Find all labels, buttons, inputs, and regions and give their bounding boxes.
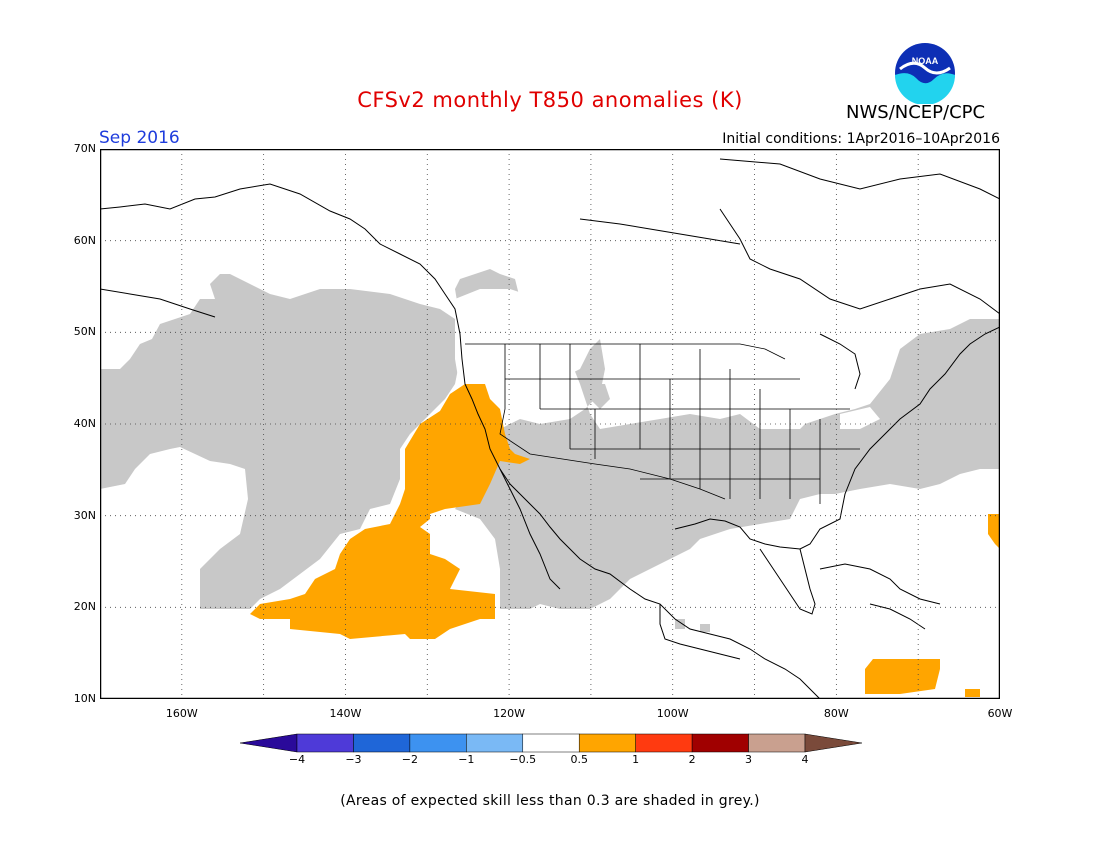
latitude-label: 70N xyxy=(73,142,96,155)
colorbar-segment xyxy=(240,733,298,753)
initial-conditions: Initial conditions: 1Apr2016–10Apr2016 xyxy=(722,131,1000,147)
latitude-label: 30N xyxy=(73,508,96,522)
colorbar-label: −4 xyxy=(288,753,306,766)
colorbar-segment xyxy=(353,733,411,753)
colorbar-segment xyxy=(578,733,636,753)
forecast-period: Sep 2016 xyxy=(99,128,180,148)
latitude-label: 20N xyxy=(73,600,96,614)
colorbar-label: −0.5 xyxy=(509,753,537,766)
graticule xyxy=(100,149,1000,699)
colorbar-segment xyxy=(409,733,467,753)
colorbar-label: 4 xyxy=(801,753,809,766)
colorbar-label: −1 xyxy=(458,753,475,766)
colorbar-label: 3 xyxy=(745,753,753,766)
noaa-logo-icon: NOAA xyxy=(895,43,955,104)
colorbar-segment xyxy=(296,733,354,753)
coastlines xyxy=(100,158,1000,699)
latitude-label: 50N xyxy=(73,325,96,339)
colorbar-segment xyxy=(466,733,524,753)
colorbar-label: 0.5 xyxy=(570,753,588,766)
longitude-label: 60W xyxy=(987,707,1013,720)
colorbar-label: 1 xyxy=(632,753,640,766)
longitude-label: 120W xyxy=(493,707,526,720)
colorbar xyxy=(240,733,862,753)
longitude-label: 100W xyxy=(656,707,689,720)
map-border xyxy=(100,149,1000,699)
neutral-regions xyxy=(455,289,880,429)
organization-label: NWS/NCEP/CPC xyxy=(846,102,986,123)
low-skill-regions xyxy=(100,149,1000,632)
latitude-label: 40N xyxy=(73,417,96,430)
colorbar-label: −3 xyxy=(345,753,362,766)
chart-title: CFSv2 monthly T850 anomalies (K) xyxy=(357,88,743,112)
skill-footnote: (Areas of expected skill less than 0.3 a… xyxy=(340,793,760,809)
colorbar-label: 2 xyxy=(688,753,696,766)
latitude-label: 10N xyxy=(73,692,96,705)
colorbar-segment xyxy=(635,733,693,753)
colorbar-label: −2 xyxy=(401,753,418,766)
logo-text: NOAA xyxy=(912,56,939,66)
colorbar-segment xyxy=(522,733,580,753)
latitude-label: 60N xyxy=(73,233,96,247)
longitude-label: 160W xyxy=(165,707,198,720)
colorbar-segment xyxy=(691,733,749,753)
longitude-label: 80W xyxy=(823,707,849,720)
longitude-label: 140W xyxy=(329,707,362,720)
colorbar-segment xyxy=(804,733,862,753)
warm-anomaly-regions xyxy=(250,384,1000,697)
colorbar-segment xyxy=(748,733,806,753)
forecast-map xyxy=(100,149,1000,699)
